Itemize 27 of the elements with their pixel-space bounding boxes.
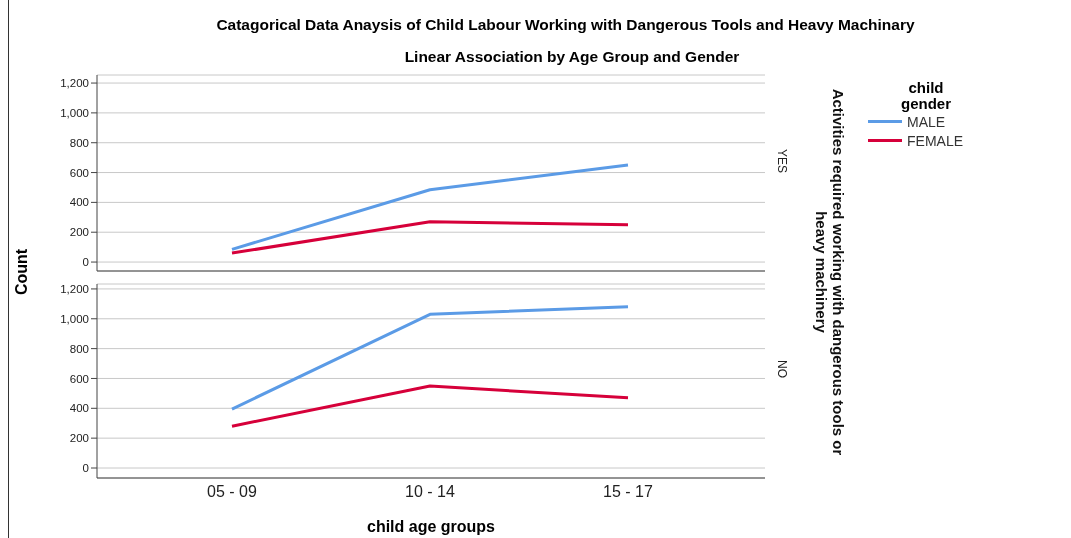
x-tick-label: 05 - 09 [207, 483, 258, 501]
chart-subtitle: Linear Association by Age Group and Gender [403, 48, 741, 66]
y2-axis-title: YES [775, 148, 789, 174]
y2-axis-title: NO [775, 360, 789, 378]
legend-title: child gender [900, 79, 952, 112]
legend-label: FEMALE [907, 132, 964, 149]
y-tick-label: 200 [69, 432, 89, 445]
chart-title: Catagorical Data Anaysis of Child Labour Working with Dangerous Tools and Heavy Machinary [215, 16, 916, 34]
y-tick-label: 600 [69, 166, 89, 179]
y-tick-label: 200 [69, 226, 89, 239]
x-tick-label: 10 - 14 [405, 483, 456, 501]
y-tick-label: 0 [82, 256, 89, 269]
y-tick-label: 0 [82, 462, 89, 475]
y-tick-label: 800 [69, 342, 89, 355]
legend-label: MALE [907, 113, 946, 130]
y-tick-label: 600 [69, 372, 89, 385]
y-tick-label: 800 [69, 136, 89, 149]
x-axis-title: child age groups [366, 518, 496, 536]
y-tick-label: 1,200 [60, 283, 89, 296]
y-axis-title: Count [13, 248, 31, 296]
y-tick-label: 1,000 [60, 312, 89, 325]
y-tick-label: 400 [69, 196, 89, 209]
y-tick-label: 1,200 [60, 77, 89, 90]
y-tick-label: 400 [69, 402, 89, 415]
x-tick-label: 15 - 17 [603, 483, 654, 501]
y-tick-label: 1,000 [60, 106, 89, 119]
text: Activities required working with dangerous tools or heavy machinery [813, 87, 847, 458]
